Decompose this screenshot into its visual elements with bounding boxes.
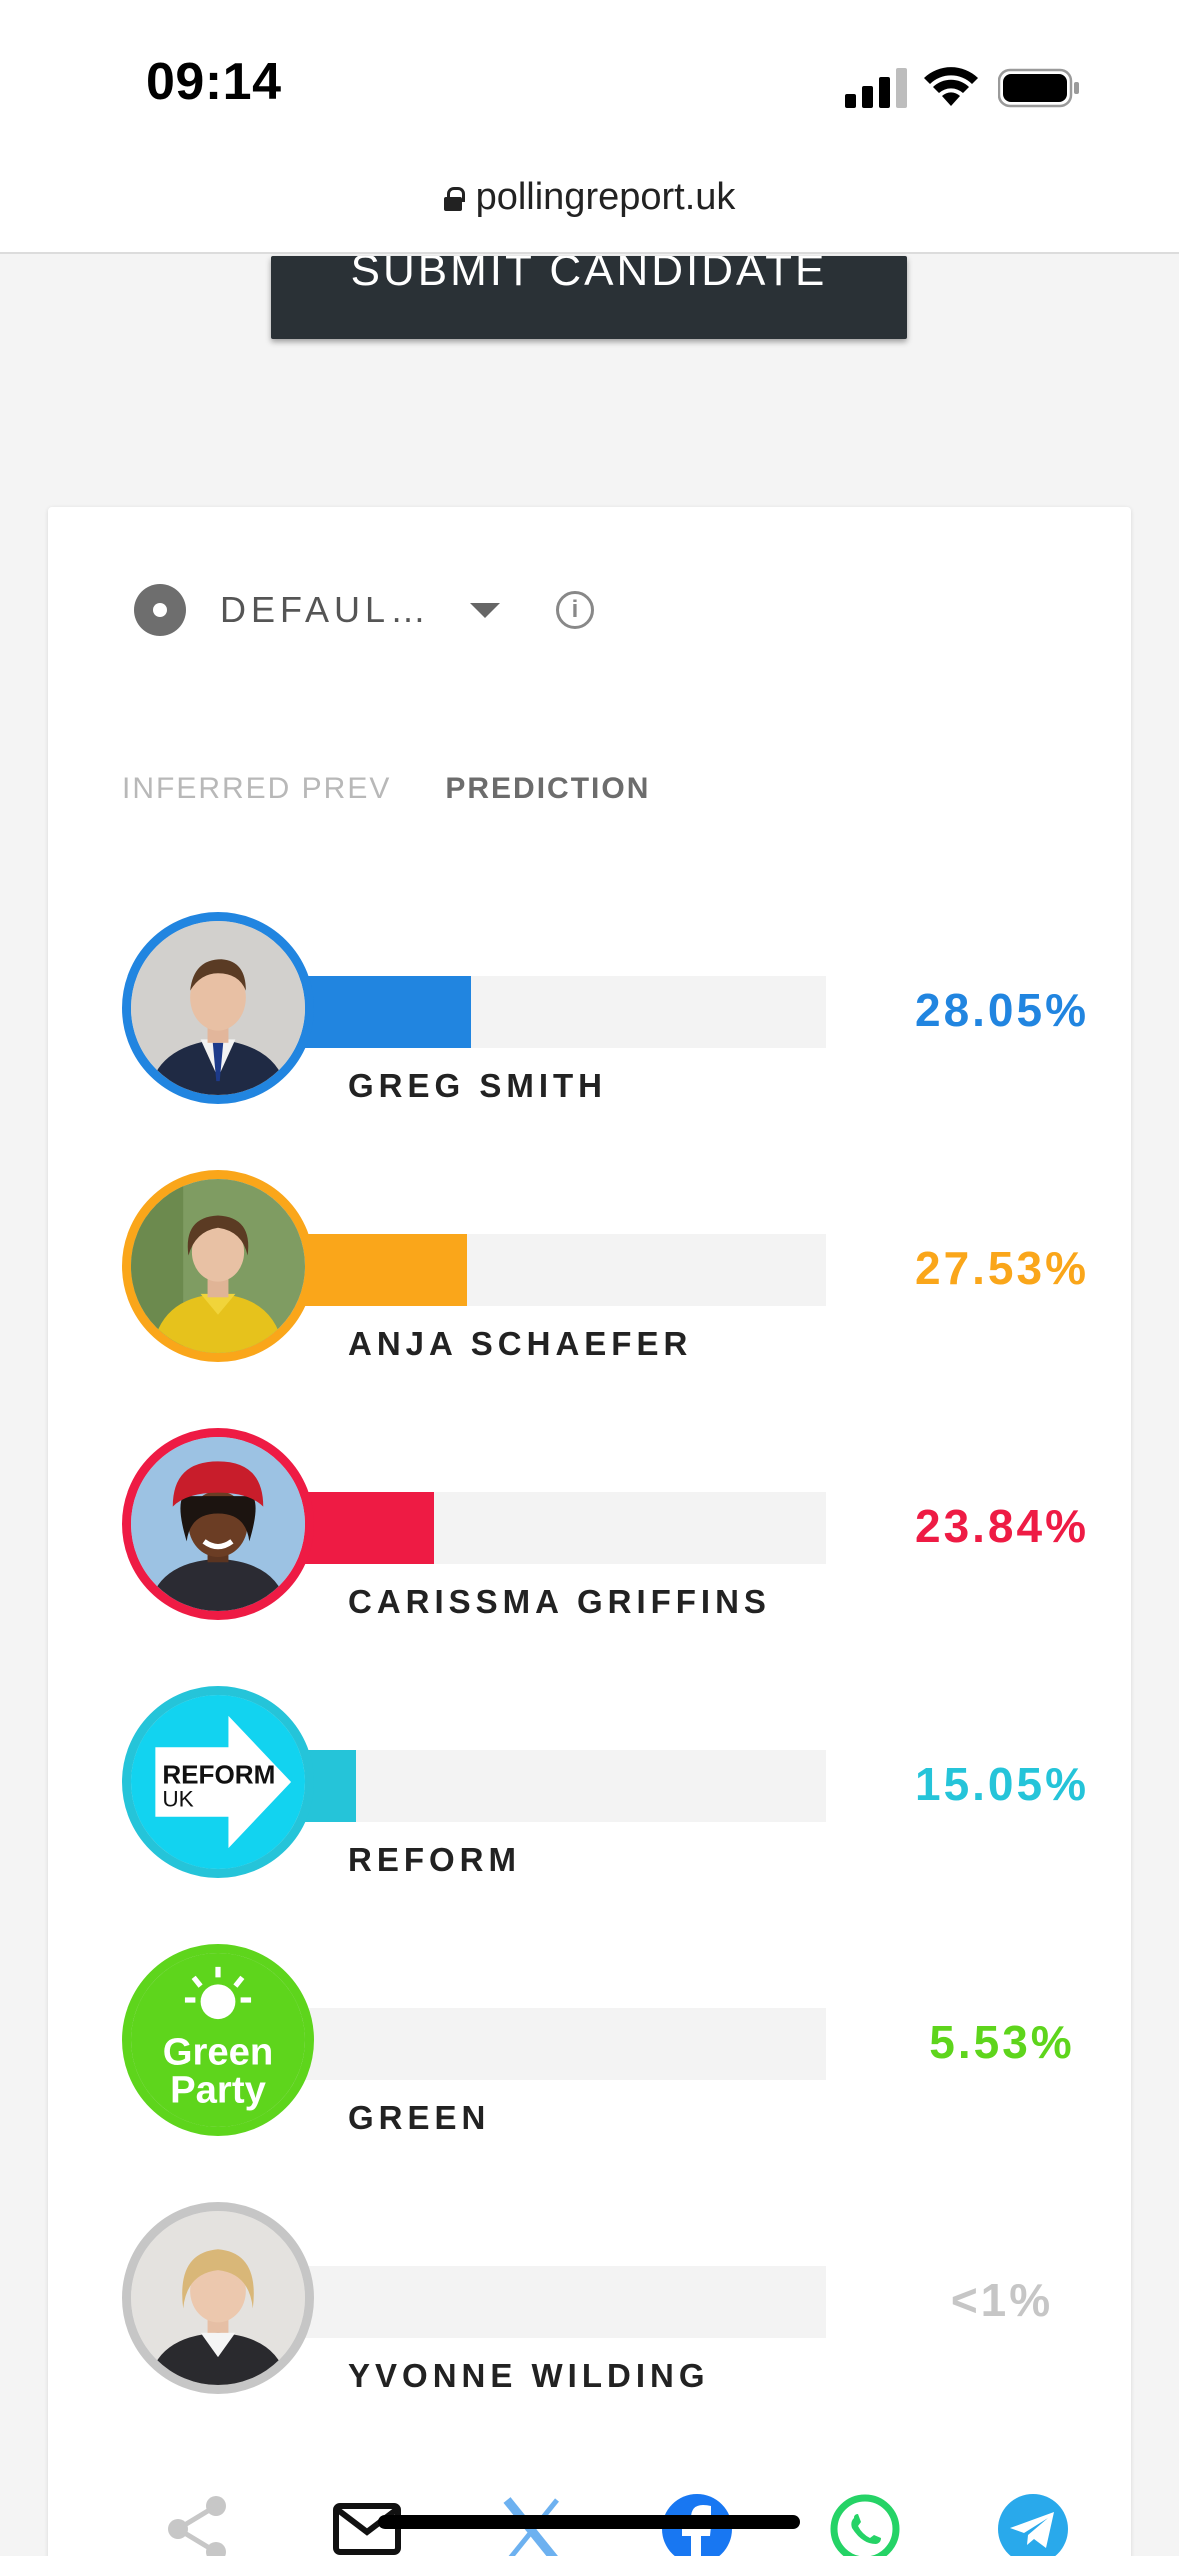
reform-logo-line2: UK bbox=[162, 1786, 193, 1811]
tab-prediction[interactable]: PREDICTION bbox=[445, 772, 651, 805]
results-card: DEFAUL… i INFERRED PREV PREDICTION bbox=[48, 507, 1131, 2556]
status-bar: 09:14 bbox=[0, 0, 1179, 160]
candidate-avatar bbox=[122, 2202, 314, 2394]
tab-inferred-prev[interactable]: INFERRED PREV bbox=[122, 772, 392, 805]
lock-icon bbox=[443, 187, 465, 211]
candidate-row[interactable]: GREG SMITH 28.05% bbox=[122, 910, 1122, 1110]
green-logo-line2: Party bbox=[170, 2069, 266, 2112]
candidate-avatar bbox=[122, 1170, 314, 1362]
candidate-row[interactable]: CARISSMA GRIFFINS 23.84% bbox=[122, 1426, 1122, 1626]
status-time: 09:14 bbox=[146, 53, 282, 111]
candidate-percentage: 5.53% bbox=[929, 2016, 1075, 2068]
cellular-signal-icon bbox=[845, 68, 907, 108]
info-icon[interactable]: i bbox=[556, 591, 594, 629]
wifi-icon bbox=[924, 67, 978, 106]
url-text: pollingreport.uk bbox=[475, 176, 736, 218]
share-bar bbox=[160, 2492, 1080, 2556]
candidate-percentage: 23.84% bbox=[914, 1500, 1089, 1552]
candidate-name: CARISSMA GRIFFINS bbox=[348, 1583, 771, 1620]
candidate-percentage: 15.05% bbox=[914, 1758, 1089, 1810]
candidate-name: GREEN bbox=[348, 2099, 491, 2136]
candidate-row[interactable]: YVONNE WILDING <1% bbox=[122, 2200, 1122, 2400]
view-tabs: INFERRED PREV PREDICTION bbox=[122, 772, 704, 806]
green-logo-line1: Green bbox=[163, 2030, 274, 2073]
vote-share-bar-track bbox=[222, 2266, 826, 2338]
telegram-icon[interactable] bbox=[996, 2492, 1070, 2556]
candidate-avatar bbox=[122, 1428, 314, 1620]
home-indicator[interactable] bbox=[378, 2515, 800, 2529]
candidate-row[interactable]: ANJA SCHAEFER 27.53% bbox=[122, 1168, 1122, 1368]
scenario-label: DEFAUL… bbox=[220, 589, 432, 630]
scenario-selector[interactable]: DEFAUL… i bbox=[134, 575, 594, 645]
candidate-name: ANJA SCHAEFER bbox=[348, 1325, 693, 1362]
reform-uk-logo: REFORM UK bbox=[122, 1686, 314, 1878]
candidate-percentage: <1% bbox=[950, 2274, 1054, 2326]
candidate-percentage: 27.53% bbox=[914, 1242, 1089, 1294]
chevron-down-icon[interactable] bbox=[470, 602, 500, 618]
candidate-percentage: 28.05% bbox=[914, 984, 1089, 1036]
candidate-row[interactable]: REFORM UK REFORM 15.05% bbox=[122, 1684, 1122, 1884]
x-icon[interactable] bbox=[495, 2492, 569, 2556]
candidate-name: GREG SMITH bbox=[348, 1067, 608, 1104]
reform-logo-line1: REFORM bbox=[162, 1760, 275, 1790]
candidate-name: YVONNE WILDING bbox=[348, 2357, 710, 2394]
battery-icon bbox=[998, 68, 1079, 108]
whatsapp-icon[interactable] bbox=[828, 2492, 902, 2556]
candidate-row[interactable]: Green Party GREEN 5.53% bbox=[122, 1942, 1122, 2142]
candidate-avatar bbox=[122, 912, 314, 1104]
submit-candidate-button[interactable]: SUBMIT CANDIDATE bbox=[271, 256, 907, 339]
scenario-radio-icon bbox=[134, 584, 186, 636]
address-bar[interactable]: pollingreport.uk bbox=[0, 160, 1179, 254]
green-party-logo: Green Party bbox=[122, 1944, 314, 2136]
share-icon[interactable] bbox=[160, 2492, 234, 2556]
candidate-name: REFORM bbox=[348, 1841, 521, 1878]
